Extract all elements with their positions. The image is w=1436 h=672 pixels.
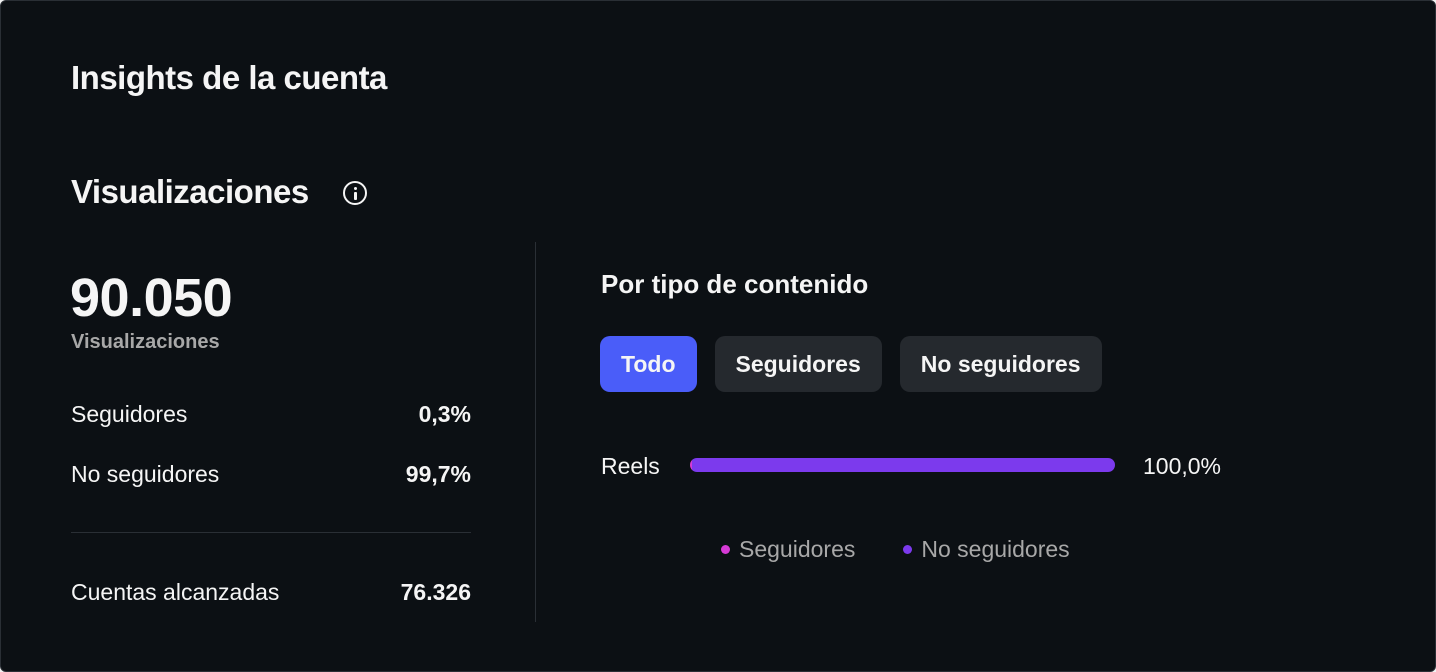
legend-item-non-followers: No seguidores xyxy=(903,536,1070,563)
stat-label: No seguidores xyxy=(71,461,220,487)
tab-followers[interactable]: Seguidores xyxy=(714,336,882,392)
tab-all[interactable]: Todo xyxy=(600,336,697,392)
stat-value: 99,7% xyxy=(405,461,471,487)
bar-label-reels: Reels xyxy=(601,453,660,479)
stat-row-non-followers: No seguidores 99,7% xyxy=(71,461,471,488)
vertical-divider xyxy=(535,242,536,622)
tab-non-followers[interactable]: No seguidores xyxy=(899,336,1102,392)
legend-label: Seguidores xyxy=(739,536,856,562)
audience-filter-tabs: Todo Seguidores No seguidores xyxy=(600,336,1102,392)
info-circle-icon[interactable] xyxy=(343,181,367,205)
legend-dot-icon xyxy=(903,545,913,554)
stat-label: Seguidores xyxy=(71,401,188,427)
chart-legend: Seguidores No seguidores xyxy=(721,536,1070,563)
stat-value: 0,3% xyxy=(418,401,471,427)
stat-label: Cuentas alcanzadas xyxy=(71,579,280,605)
stat-row-accounts-reached: Cuentas alcanzadas 76.326 xyxy=(71,579,471,606)
reels-bar xyxy=(690,458,1115,472)
total-views-caption: Visualizaciones xyxy=(71,331,220,353)
legend-label: No seguidores xyxy=(921,536,1070,562)
total-views-value: 90.050 xyxy=(70,268,233,328)
bar-segment-non-followers xyxy=(692,458,1115,472)
stat-value: 76.326 xyxy=(400,579,471,605)
legend-item-followers: Seguidores xyxy=(721,536,855,563)
section-title: Visualizaciones xyxy=(71,173,309,210)
bar-value-reels: 100,0% xyxy=(1143,453,1222,479)
divider xyxy=(71,532,471,533)
stat-row-followers: Seguidores 0,3% xyxy=(71,401,471,428)
content-type-title: Por tipo de contenido xyxy=(601,269,869,299)
bar-segment-followers xyxy=(690,458,693,472)
legend-dot-icon xyxy=(721,545,730,554)
page-title: Insights de la cuenta xyxy=(71,59,387,96)
